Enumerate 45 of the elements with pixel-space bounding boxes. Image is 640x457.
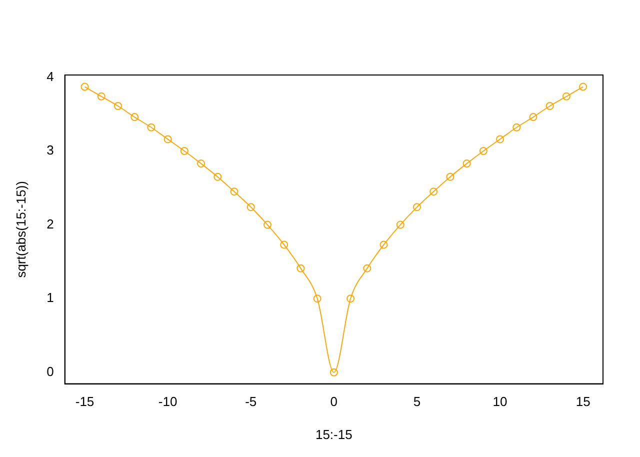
point [496,135,504,144]
point [346,294,355,303]
point [130,113,139,122]
point [479,147,488,155]
point [546,102,554,110]
point [147,123,156,132]
point [412,203,421,212]
point [446,172,454,181]
x-tick-label: -10 [158,394,178,410]
point [396,220,404,229]
point [380,240,388,249]
point [230,188,238,196]
point [263,220,272,229]
y-tick-label: 3 [46,142,54,158]
y-tick-label: 4 [46,68,54,84]
x-tick-label: 0 [330,394,338,410]
point [330,368,338,376]
x-tick-label: 10 [492,394,508,410]
point [430,188,438,196]
y-tick-label: 1 [46,290,54,306]
point [512,123,521,132]
x-tick-label: 5 [413,394,421,410]
point [280,240,288,249]
x-axis-title: 15:-15 [315,426,352,442]
x-tick-label: -5 [245,394,257,410]
point [562,92,570,100]
x-tick-label: -15 [75,394,94,410]
point [462,160,471,168]
point [197,160,206,168]
point [313,294,322,303]
y-axis-title: sqrt(abs(15:-15)) [13,180,28,278]
point [80,82,89,91]
point [214,172,222,181]
y-tick-label: 0 [46,364,54,379]
point [246,203,255,212]
point [363,264,372,272]
point [114,102,122,110]
point [180,147,188,155]
point [579,82,588,91]
x-tick-label: 15 [576,394,590,410]
y-tick-label: 2 [46,216,54,232]
point [97,92,106,100]
point [529,113,538,122]
point [296,264,305,272]
point [164,135,172,144]
